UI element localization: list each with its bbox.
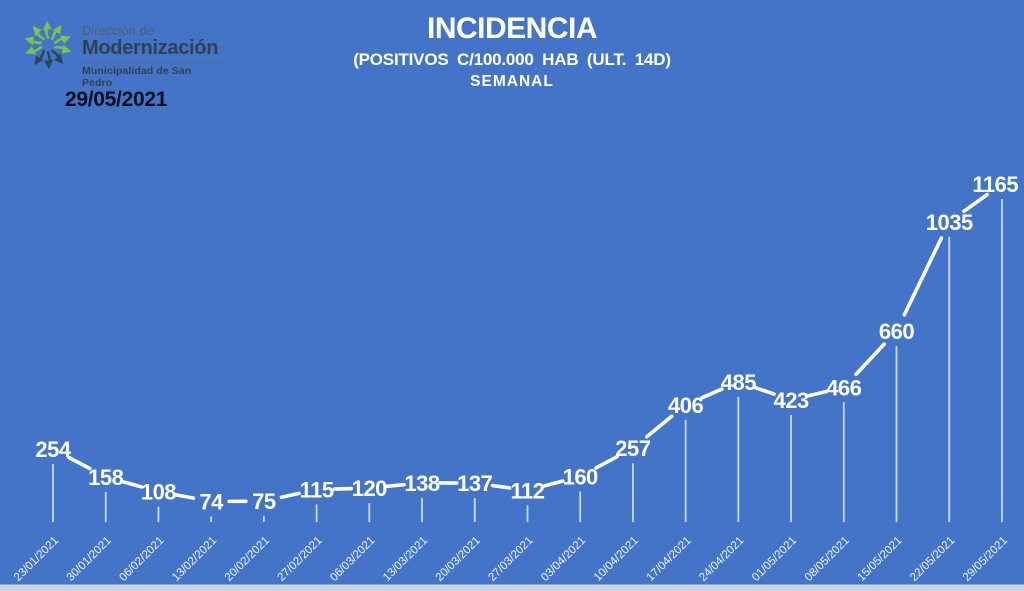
chart-line-segment [67, 455, 92, 471]
chart-line-segment [385, 482, 406, 489]
logo: Dirección de Modernización Municipalidad… [20, 16, 224, 89]
chart-subtitle: (POSITIVOS C/100.000 HAB (ULT. 14D) [353, 50, 671, 69]
data-point-label: 406 [668, 393, 703, 418]
data-point-label: 74 [199, 489, 224, 514]
data-point-label: 160 [563, 464, 598, 489]
chart-period: SEMANAL [470, 73, 554, 90]
chart-line-segment [543, 479, 565, 488]
slide-bottom-edge [0, 584, 1024, 591]
data-point-label: 254 [35, 437, 71, 462]
chart-line-segment [753, 385, 776, 396]
x-axis-label: 17/04/2021 [645, 535, 694, 584]
data-point-label: 108 [141, 480, 176, 505]
data-point-label: 112 [510, 478, 544, 503]
logo-direccion-text: Dirección de [82, 24, 154, 38]
data-point-label: 138 [404, 471, 439, 496]
pinwheel-arrows-icon [24, 20, 72, 70]
x-axis-label: 27/03/2021 [486, 535, 535, 584]
x-axis-label: 13/03/2021 [381, 535, 430, 584]
data-point-label: 423 [773, 388, 808, 413]
chart-line-segment [490, 483, 512, 490]
chart-title: INCIDENCIA [426, 12, 598, 45]
chart-line-segment [279, 491, 301, 500]
logo-arrow [53, 44, 72, 54]
x-axis-label: 10/04/2021 [592, 535, 641, 584]
x-axis-label: 03/04/2021 [539, 535, 588, 584]
chart-line-segment [174, 493, 196, 500]
chart-line-segment [902, 236, 944, 317]
report-date: 29/05/2021 [65, 88, 168, 111]
chart-line-segment [962, 192, 990, 214]
x-axis-label: 15/05/2021 [855, 535, 904, 584]
data-point-label: 75 [252, 489, 276, 514]
logo-arrow [44, 51, 54, 70]
x-axis-label: 24/04/2021 [697, 535, 746, 584]
x-axis-label: 08/05/2021 [803, 535, 852, 584]
data-point-label: 137 [457, 471, 492, 496]
chart-line-segment [700, 387, 724, 400]
x-axis-label: 23/01/2021 [12, 535, 61, 584]
logo-arrow [25, 46, 43, 55]
logo-arrow [34, 49, 45, 66]
logo-arrow [53, 35, 71, 44]
logo-arrow [42, 20, 52, 39]
chart-line-segment [594, 454, 619, 470]
x-axis-label: 13/02/2021 [170, 535, 219, 584]
chart-line-segment [121, 480, 143, 489]
data-point-label: 660 [879, 319, 914, 344]
chart-line-segment [806, 389, 829, 398]
logo-arrow [51, 49, 64, 65]
data-point-label: 115 [300, 478, 334, 503]
data-point-label: 485 [721, 370, 756, 395]
x-axis-label: 29/05/2021 [961, 535, 1010, 584]
data-point-label: 1035 [926, 210, 973, 235]
x-axis-label: 06/03/2021 [328, 535, 377, 584]
logo-modernizacion-text: Modernización [82, 37, 219, 59]
data-point-label: 158 [88, 465, 123, 490]
x-axis-label: 22/05/2021 [908, 535, 957, 584]
logo-arrow [24, 36, 43, 46]
data-point-label: 120 [352, 476, 387, 501]
data-point-label: 257 [615, 436, 650, 461]
title-block: INCIDENCIA (POSITIVOS C/100.000 HAB (ULT… [0, 12, 1024, 91]
x-axis-label: 27/02/2021 [276, 535, 325, 584]
logo-arrow [51, 24, 62, 41]
x-axis-label: 06/02/2021 [117, 535, 166, 584]
logo-arrow [32, 25, 45, 41]
data-point-label: 466 [826, 375, 861, 400]
data-point-label: 1165 [972, 172, 1018, 197]
x-axis-label: 30/01/2021 [65, 535, 114, 584]
x-axis-label: 01/05/2021 [750, 535, 799, 584]
logo-text-block: Dirección de Modernización Municipalidad… [82, 16, 224, 89]
chart-line-segment [645, 414, 674, 439]
chart-line-segment [854, 342, 887, 377]
logo-municipalidad-text: Municipalidad de San Pedro [82, 62, 224, 89]
x-axis-label: 20/03/2021 [434, 535, 483, 584]
x-axis-label: 20/02/2021 [223, 535, 272, 584]
